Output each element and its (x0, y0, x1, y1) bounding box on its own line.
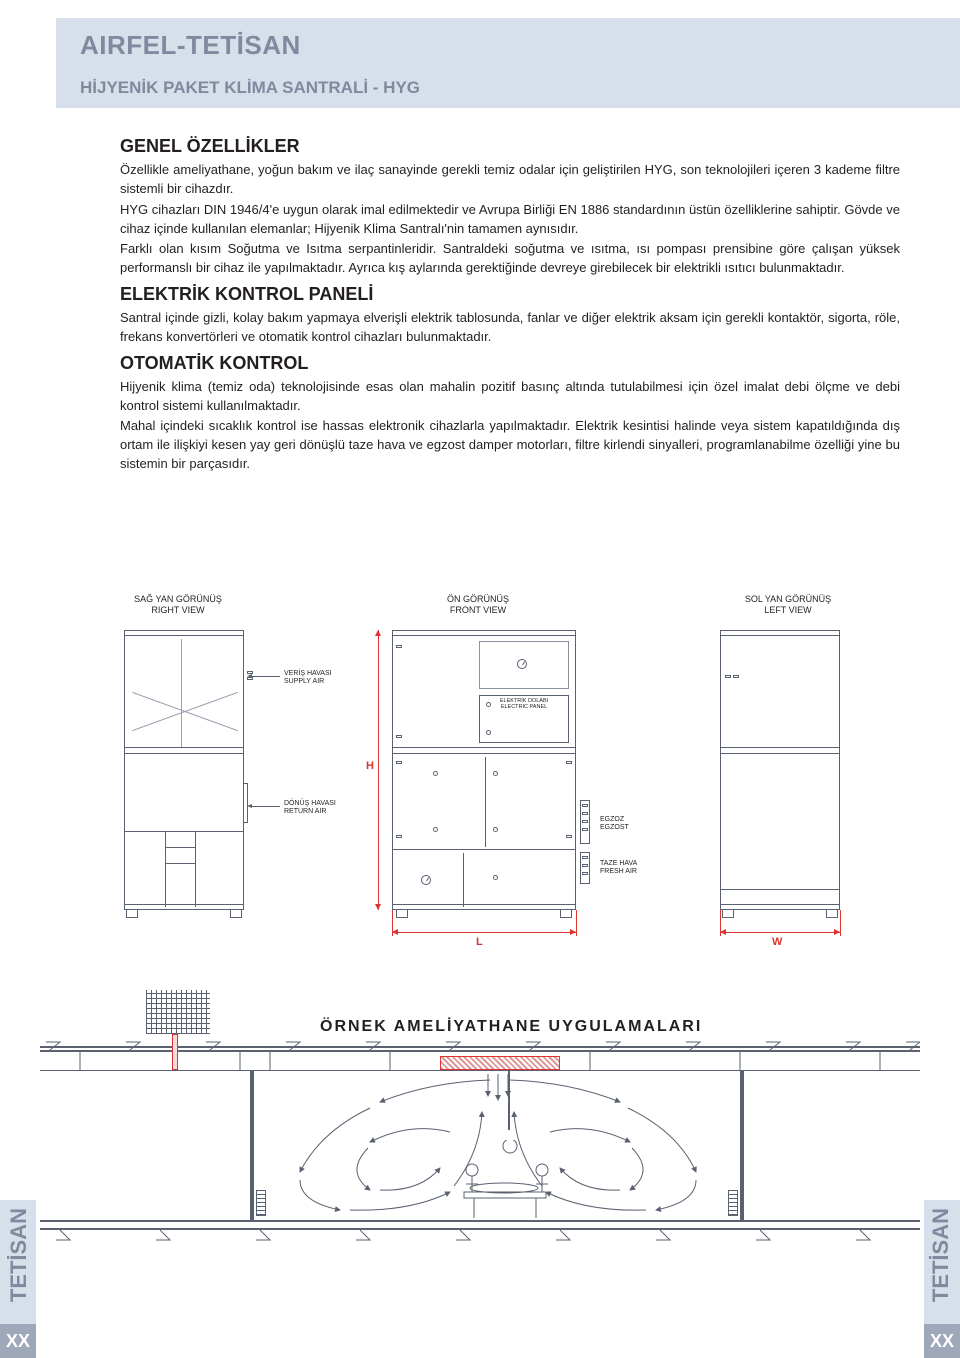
supply-duct-drop (172, 1034, 178, 1070)
para-s2p1: Santral içinde gizli, kolay bakım yapmay… (120, 309, 900, 347)
arrow-supply (252, 676, 280, 677)
para-s1p2: HYG cihazları DIN 1946/4'e uygun olarak … (120, 201, 900, 239)
right-cabinet (124, 630, 244, 910)
side-brand-left: TETİSAN (6, 1208, 32, 1302)
surgery-scene-icon (450, 1140, 570, 1220)
brand-title: AIRFEL-TETİSAN (80, 30, 301, 61)
callout-supply: VERİŞ HAVASISUPPLY AIR (284, 670, 332, 687)
callout-return: DÖNÜŞ HAVASIRETURN AIR (284, 800, 336, 817)
content-block: GENEL ÖZELLİKLER Özellikle ameliyathane,… (120, 130, 900, 476)
para-s3p2: Mahal içindeki sıcaklık kontrol ise hass… (120, 417, 900, 474)
supply-diffuser (440, 1056, 560, 1070)
label-right-en: RIGHT VIEW (151, 605, 204, 615)
dim-h-line (378, 630, 379, 910)
page-number-left: XX (0, 1324, 36, 1358)
label-left-view: SOL YAN GÖRÜNÜŞ LEFT VIEW (728, 594, 848, 617)
callout-egzoz: EGZOZEGZOST (600, 816, 629, 833)
dim-l-line (392, 932, 576, 933)
para-s3p1: Hijyenik klima (temiz oda) teknolojisind… (120, 378, 900, 416)
arrow-return (252, 806, 280, 807)
heading-general: GENEL ÖZELLİKLER (120, 136, 900, 157)
lower-title: ÖRNEK AMELİYATHANE UYGULAMALARI (320, 1018, 702, 1036)
heading-control: OTOMATİK KONTROL (120, 353, 900, 374)
label-right-view: SAĞ YAN GÖRÜNÜŞ RIGHT VIEW (118, 594, 238, 617)
dim-l-label: L (476, 936, 483, 948)
dim-h-label: H (366, 760, 374, 772)
para-s1p3: Farklı olan kısım Soğutma ve Isıtma serp… (120, 240, 900, 278)
dim-w-label: W (772, 936, 782, 948)
label-front-en: FRONT VIEW (450, 605, 506, 615)
left-cabinet (720, 630, 840, 910)
front-cabinet: ELEKTRİK DOLABI ELECTRIC PANEL (392, 630, 576, 910)
side-brand-right: TETİSAN (928, 1208, 954, 1302)
label-right-tr: SAĞ YAN GÖRÜNÜŞ (134, 594, 222, 604)
label-left-en: LEFT VIEW (764, 605, 811, 615)
product-subtitle: HİJYENİK PAKET KLİMA SANTRALİ - HYG (80, 78, 420, 98)
label-front-tr: ÖN GÖRÜNÜŞ (447, 594, 509, 604)
dim-w-line (720, 932, 840, 933)
ep-en: ELECTRIC PANEL (501, 704, 547, 710)
diagram-three-views: SAĞ YAN GÖRÜNÜŞ RIGHT VIEW ÖN GÖRÜNÜŞ FR… (108, 590, 848, 970)
label-front-view: ÖN GÖRÜNÜŞ FRONT VIEW (418, 594, 538, 617)
heading-panel: ELEKTRİK KONTROL PANELİ (120, 284, 900, 305)
page-number-right: XX (924, 1324, 960, 1358)
para-s1p1: Özellikle ameliyathane, yoğun bakım ve i… (120, 161, 900, 199)
diagram-operating-room: ÖRNEK AMELİYATHANE UYGULAMALARI (40, 990, 920, 1250)
callout-fresh: TAZE HAVAFRESH AIR (600, 860, 637, 877)
label-left-tr: SOL YAN GÖRÜNÜŞ (745, 594, 831, 604)
